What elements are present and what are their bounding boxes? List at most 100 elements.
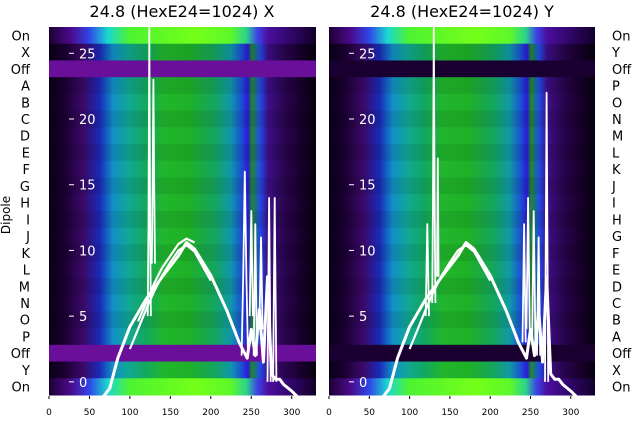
heatmap-row [329, 344, 595, 363]
x-tick-label: 250 [522, 408, 539, 418]
heatmap-row-shade [49, 77, 316, 94]
heatmap-row [49, 261, 316, 279]
heatmap-row-shade [49, 144, 316, 161]
panel-y-title: 24.8 (HexE24=1024) Y [370, 2, 554, 21]
dipole-label: D [20, 130, 30, 145]
heatmap-row [329, 177, 595, 195]
dipole-label: G [20, 180, 30, 195]
overlay-spike [272, 197, 278, 382]
overlay-spike [536, 236, 542, 356]
overlay-spike [258, 236, 264, 330]
overlay-spike [248, 210, 254, 317]
dipole-label: Y [611, 46, 620, 61]
dipole-label: C [612, 297, 621, 312]
heatmap-row [49, 177, 316, 195]
overlay-y-tick-label: 10 [359, 244, 376, 259]
x-tick-label: 300 [283, 408, 300, 418]
dipole-label: L [612, 146, 620, 161]
heatmap-row [329, 93, 595, 112]
dipole-label: Off [11, 63, 31, 78]
heatmap-row [49, 93, 316, 112]
x-tick-label: 150 [441, 408, 458, 418]
heatmap-row-shade [329, 110, 595, 128]
overlay-y-tick-label: 0 [359, 376, 367, 391]
heatmap-row [329, 328, 595, 346]
overlay-y-tick-label: 25 [79, 47, 96, 62]
heatmap-row [329, 261, 595, 279]
heatmap-row [329, 378, 595, 396]
dipole-label: I [612, 197, 616, 212]
heatmap-row [49, 211, 316, 229]
panel-y-plot-area: 0 5 10 15 20 25 [328, 26, 596, 407]
overlay-series-line [328, 241, 596, 407]
overlay-spike [150, 78, 156, 264]
heatmap-row [49, 77, 316, 95]
dipole-label: C [21, 113, 30, 128]
overlay-y-tick-label: 0 [79, 376, 87, 391]
overlay-y-tick-label: 20 [359, 113, 376, 128]
dipole-label: K [21, 247, 30, 262]
dipole-label: H [612, 213, 622, 228]
heatmap-row [49, 110, 316, 128]
overlay-spike [544, 91, 550, 382]
dipole-label: On [12, 29, 30, 44]
x-tick-label: 250 [243, 408, 260, 418]
heatmap-row-shade [329, 43, 595, 61]
dipole-label: P [22, 330, 30, 345]
overlay-series-line [48, 241, 317, 407]
heatmap-row [329, 27, 595, 45]
overlay-y-tick-label: 5 [79, 310, 87, 325]
x-tick-label: 50 [364, 408, 376, 418]
overlay-y-tick-label: 20 [79, 113, 96, 128]
heatmap-row-shade [329, 144, 595, 161]
dipole-label: On [612, 381, 630, 396]
dipole-label: Off [612, 63, 632, 78]
x-tick-label: 100 [121, 408, 138, 418]
heatmap-row [329, 144, 595, 162]
heatmap-row [49, 144, 316, 162]
dipole-label: M [19, 280, 30, 295]
dipole-label: X [612, 364, 621, 379]
heatmap-row-shade [49, 110, 316, 128]
heatmap-row-shade [329, 277, 595, 295]
heatmap-row [329, 227, 595, 245]
heatmap-row [329, 311, 595, 329]
overlay-spike [146, 26, 152, 317]
overlay-spike [240, 170, 249, 356]
heatmap-row-shade [49, 177, 316, 195]
heatmap-row-shade [49, 244, 316, 262]
x-tick-label: 150 [162, 408, 179, 418]
dipole-label: F [23, 163, 30, 178]
dipole-label: O [20, 314, 30, 329]
heatmap-row [49, 43, 316, 61]
dipole-label: H [20, 197, 30, 212]
dipole-label: K [612, 163, 621, 178]
dipole-label: M [612, 130, 623, 145]
heatmap-row [329, 194, 595, 212]
heatmap-row-shade [329, 211, 595, 228]
heatmap-row-shade [329, 77, 595, 94]
overlay-spike [424, 223, 430, 317]
heatmap-row [329, 294, 595, 312]
panel-x-ylabel: Dipole [0, 196, 13, 234]
heatmap-row-shade [329, 311, 595, 329]
dipole-label: Off [11, 347, 31, 362]
overlay-series-line [408, 244, 492, 350]
dipole-label: On [12, 381, 30, 396]
x-tick-label: 0 [46, 408, 52, 418]
overlay-spike [531, 210, 537, 343]
dipole-label: I [26, 213, 30, 228]
dipole-label: N [612, 113, 622, 128]
dipole-label: A [21, 80, 30, 95]
overlay-y-tick-label: 10 [79, 244, 96, 259]
panel-x-x-ticks: 0 50 100 150 200 250 300 [46, 396, 301, 418]
dipole-label: L [23, 264, 31, 279]
heatmap-row [329, 160, 595, 179]
heatmap-row [49, 60, 316, 78]
heatmap-row [49, 227, 316, 245]
x-tick-label: 200 [202, 408, 219, 418]
panel-x-plot-area: 0 5 10 15 20 25 [48, 26, 317, 407]
heatmap-row-shade [49, 43, 316, 61]
dipole-label: J [25, 230, 30, 245]
